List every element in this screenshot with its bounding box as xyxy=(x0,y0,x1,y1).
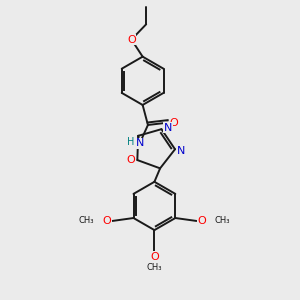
Text: O: O xyxy=(127,34,136,45)
Text: N: N xyxy=(177,146,186,156)
Text: CH₃: CH₃ xyxy=(79,216,94,225)
Text: O: O xyxy=(169,118,178,128)
Text: H: H xyxy=(127,137,134,147)
Text: CH₃: CH₃ xyxy=(147,263,162,272)
Text: CH₃: CH₃ xyxy=(215,216,230,225)
Text: O: O xyxy=(103,216,111,226)
Text: O: O xyxy=(150,252,159,262)
Text: O: O xyxy=(197,216,206,226)
Text: N: N xyxy=(164,123,172,133)
Text: O: O xyxy=(127,155,135,165)
Text: N: N xyxy=(136,138,144,148)
